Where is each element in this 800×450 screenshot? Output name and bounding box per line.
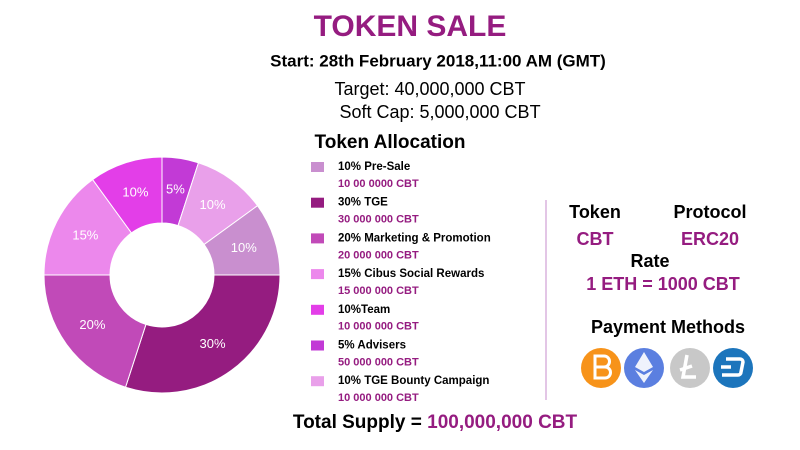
start-date: Start: 28th February 2018,11:00 AM (GMT) [270, 51, 606, 70]
slice-label: 30% [200, 336, 226, 351]
protocol-label: Protocol [673, 202, 746, 222]
donut: 10% 30% 20% 15% 10% 5% 10% [43, 156, 281, 394]
slice [177, 162, 259, 246]
title: TOKEN SALE [314, 10, 507, 43]
legend-label: 20% Marketing & Promotion [338, 232, 491, 244]
slice-label: 20% [79, 317, 105, 332]
slice [43, 274, 147, 388]
legend-swatch [311, 376, 324, 387]
legend: 10% Pre-Sale 10 00 0000 CBT 30% TGE 30 000 … [311, 161, 491, 404]
slice-label: 5% [166, 181, 185, 196]
litecoin-glyph [679, 354, 696, 379]
chart-title: Token Allocation [315, 132, 466, 153]
token: CBT [577, 229, 614, 249]
legend-swatch [311, 340, 324, 351]
legend-swatch [311, 197, 324, 208]
total-label: Total Supply = [293, 412, 427, 433]
slice-label: 15% [72, 227, 98, 242]
dash-icon [713, 348, 753, 388]
legend-label: 10%Team [338, 304, 390, 316]
payment-icons [581, 348, 753, 388]
total-value: 100,000,000 CBT [427, 412, 577, 433]
target: Target: 40,000,000 CBT [334, 79, 525, 99]
legend-amount: 20 000 000 CBT [338, 249, 419, 261]
bitcoin-glyph [593, 354, 612, 380]
legend-label: 30% TGE [338, 197, 388, 209]
legend-label: 10% Pre-Sale [338, 161, 410, 173]
legend-swatch [311, 162, 324, 172]
payment-label: Payment Methods [591, 317, 745, 337]
ethereum-glyph [635, 352, 653, 383]
slice [124, 274, 281, 394]
legend-swatch [311, 269, 324, 280]
protocol: ERC20 [681, 229, 739, 249]
legend-label: 5% Advisers [338, 340, 406, 352]
soft-cap: Soft Cap: 5,000,000 CBT [339, 102, 540, 122]
dash-glyph [721, 357, 745, 377]
slice-label: 10% [231, 240, 257, 255]
rate: 1 ETH = 1000 CBT [586, 274, 740, 294]
total-supply: Total Supply = 100,000,000 CBT [293, 412, 578, 433]
slice-label: 10% [200, 197, 226, 212]
token-label: Token [569, 202, 621, 222]
legend-label: 15% Cibus Social Rewards [338, 268, 484, 280]
legend-amount: 30 000 000 CBT [338, 214, 419, 226]
legend-swatch [311, 304, 324, 315]
legend-amount: 10 000 000 CBT [338, 392, 419, 404]
legend-amount: 10 000 000 CBT [338, 321, 419, 333]
legend-amount: 15 000 000 CBT [338, 285, 419, 297]
slice-label: 10% [122, 185, 148, 200]
legend-swatch [311, 233, 324, 244]
legend-amount: 10 00 0000 CBT [338, 178, 419, 190]
legend-label: 10% TGE Bounty Campaign [338, 375, 489, 387]
rate-label: Rate [630, 251, 669, 271]
legend-amount: 50 000 000 CBT [338, 356, 419, 368]
